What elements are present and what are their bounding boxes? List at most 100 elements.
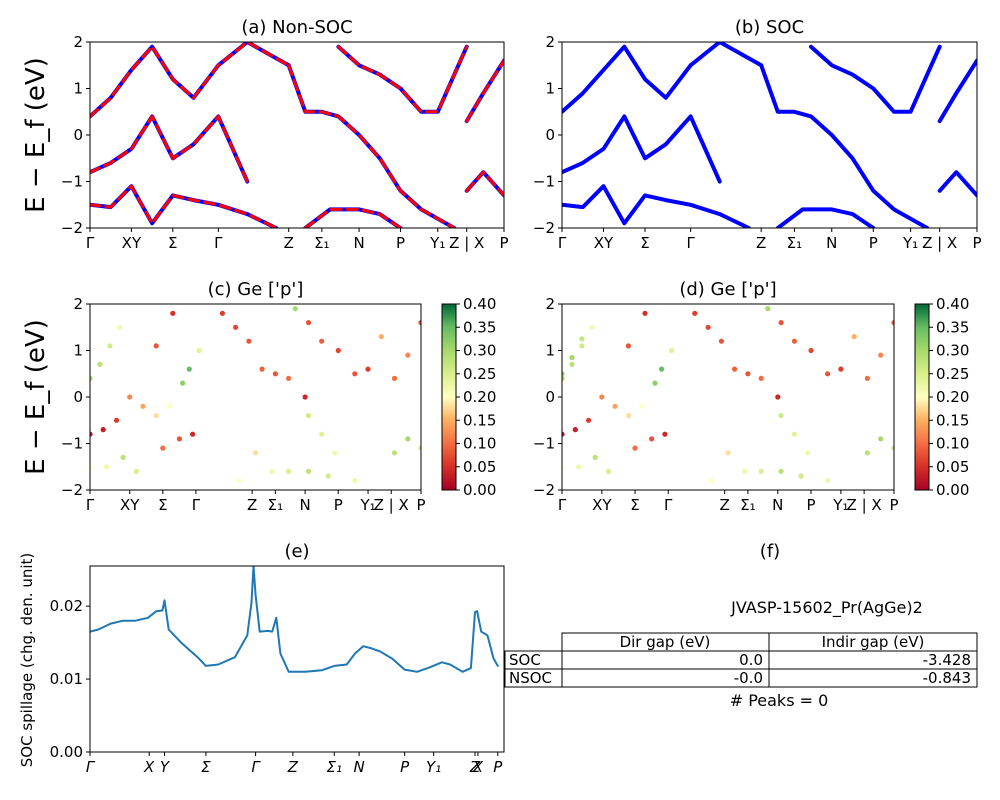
panel-title-d: (d) Ge ['p']	[679, 279, 776, 300]
row-label-nsoc: NSOC	[509, 669, 552, 687]
panel-title-b: (b) SOC	[735, 17, 804, 38]
ytick-label-e-2: 0.02	[50, 597, 83, 615]
scatter-point-c-32	[332, 450, 338, 456]
plot-area-c	[90, 306, 421, 484]
ytick-label-b-2: 0	[545, 126, 555, 144]
colorbar-tick-label-d-3: 0.15	[936, 411, 969, 429]
panel-title-a: (a) Non-SOC	[241, 17, 352, 38]
plot-area-d	[562, 306, 894, 484]
colorbar-tick-label-c-6: 0.30	[463, 342, 496, 360]
scatter-point-c-30	[305, 413, 312, 419]
scatter-point-d-18	[652, 380, 658, 386]
kpoint-label-d-5: Σ₁	[740, 496, 756, 514]
scatter-point-c-42	[269, 468, 275, 474]
scatter-point-c-24	[233, 324, 239, 330]
ytick-label-b-3: −1	[533, 173, 555, 191]
scatter-point-c-34	[305, 320, 312, 326]
scatter-point-d-20	[669, 347, 675, 354]
colorbar-tick-label-d-6: 0.30	[936, 342, 969, 360]
kpoint-label-a-6: N	[353, 234, 364, 252]
ytick-label-c-3: −1	[61, 435, 83, 453]
kpoint-label-d-2: Σ	[630, 496, 639, 514]
scatter-point-d-17	[639, 403, 645, 409]
scatter-point-d-51	[878, 436, 884, 442]
scatter-point-d-12	[576, 464, 582, 470]
kpoint-label-c-4: Z	[247, 496, 257, 514]
kpoint-label-e-4: Γ	[251, 758, 261, 776]
colorbar-c	[441, 303, 457, 491]
scatter-point-d-13	[592, 454, 598, 460]
axes-frame-e	[89, 565, 505, 753]
ytick-label-a-0: 2	[73, 33, 83, 51]
ytick-label-a-1: 1	[73, 80, 83, 98]
scatter-point-c-35	[319, 338, 325, 344]
row-label-soc: SOC	[509, 651, 541, 669]
scatter-point-c-0	[90, 375, 93, 381]
colorbar-d	[914, 303, 930, 491]
kpoint-label-c-9: Z | X	[374, 496, 409, 514]
scatter-point-c-26	[259, 366, 265, 372]
kpoint-label-e-5: Z	[287, 758, 299, 776]
kpoint-label-b-3: Γ	[686, 234, 695, 252]
scatter-point-c-22	[190, 431, 196, 437]
scatter-point-d-26	[692, 310, 698, 316]
series-line-b-2	[562, 184, 751, 228]
kpoint-label-b-9: Z | X	[922, 234, 957, 252]
kpoint-label-d-9: Z | X	[847, 496, 882, 514]
kpoint-label-d-1: XY	[592, 496, 612, 514]
panel-c-ge-p: (c) Ge ['p']210−1−2Γ XY Σ Γ Z Σ₁ N P Y₁Z | X P0.0…	[61, 279, 497, 514]
ytick-label-c-2: 0	[73, 388, 83, 406]
scatter-point-d-47	[778, 468, 784, 474]
scatter-point-c-13	[153, 413, 159, 419]
scatter-point-d-55	[891, 320, 894, 326]
ytick-label-d-4: −2	[533, 481, 555, 499]
kpoint-label-e-11: X	[472, 758, 484, 776]
scatter-point-c-3	[117, 324, 123, 330]
scatter-point-c-16	[186, 366, 192, 372]
kpoint-label-a-0: Γ	[86, 234, 95, 252]
scatter-point-d-52	[891, 445, 894, 451]
scatter-point-c-6	[113, 417, 120, 423]
colorbar-tick-label-c-2: 0.10	[463, 435, 496, 453]
scatter-point-d-46	[758, 468, 764, 474]
scatter-point-c-47	[391, 450, 398, 456]
kpoint-label-e-2: Y	[160, 758, 171, 776]
scatter-point-c-46	[352, 478, 358, 484]
scatter-point-d-10	[599, 394, 605, 400]
scatter-point-d-1	[569, 361, 575, 367]
plot-area-b	[562, 42, 977, 228]
kpoint-label-a-2: Σ	[168, 234, 177, 252]
scatter-point-d-0	[562, 375, 565, 381]
scatter-point-c-7	[127, 394, 133, 400]
kpoint-label-b-8: Y₁	[902, 234, 918, 252]
kpoint-label-b-4: Z	[756, 234, 766, 252]
scatter-point-d-32	[775, 394, 781, 400]
colorbar-tick-label-d-2: 0.10	[936, 435, 969, 453]
ylabel-spillage: SOC spillage (chg. den. unit)	[18, 553, 36, 768]
kpoint-label-c-3: Γ	[192, 496, 201, 514]
scatter-point-c-9	[103, 464, 110, 470]
colorbar-tick-label-c-1: 0.05	[463, 458, 496, 476]
scatter-point-c-2	[107, 343, 113, 349]
scatter-point-d-8	[572, 427, 578, 433]
kpoint-label-c-7: P	[334, 496, 343, 514]
colorbar-tick-label-c-7: 0.35	[463, 318, 496, 336]
scatter-point-d-22	[642, 310, 648, 316]
scatter-point-c-48	[405, 436, 411, 442]
header-dir-gap: Dir gap (eV)	[620, 633, 711, 651]
nsoc-indir-gap: -0.843	[923, 669, 971, 687]
kpoint-label-d-7: P	[806, 496, 815, 514]
kpoint-label-a-8: Y₁	[429, 234, 445, 252]
cell-soc-dir	[561, 650, 770, 670]
series-line-b-4	[809, 44, 942, 114]
scatter-point-c-31	[319, 431, 325, 437]
kpoint-label-e-12: P	[493, 758, 503, 776]
scatter-point-c-18	[153, 343, 159, 349]
scatter-point-d-11	[562, 464, 565, 470]
scatter-point-c-1	[97, 361, 103, 367]
series-line-b-0	[562, 42, 764, 114]
panel-f-gap-table: (f) JVASP-15602_Pr(AgGe)2 Dir gap (eV) I…	[504, 541, 978, 710]
scatter-point-d-34	[791, 431, 798, 437]
colorbar-tick-label-d-4: 0.20	[936, 388, 969, 406]
